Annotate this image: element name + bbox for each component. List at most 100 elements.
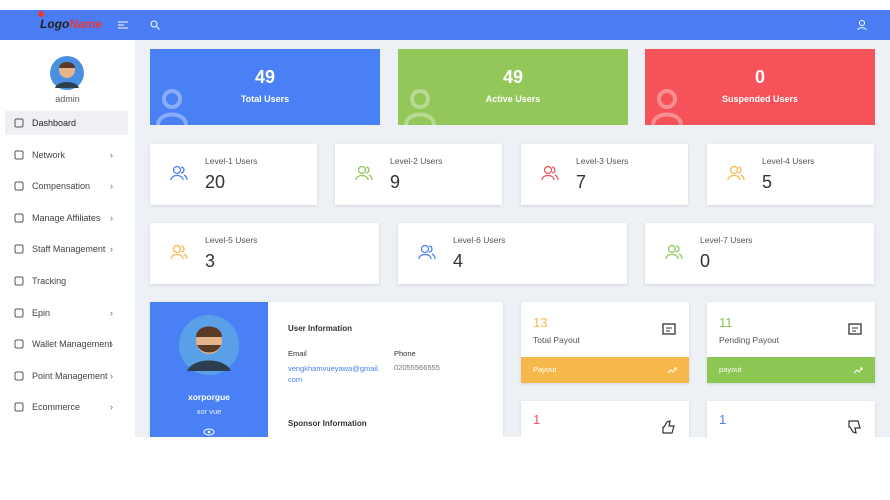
menu-icon [14, 339, 24, 349]
user-icon[interactable] [856, 19, 868, 31]
menu-icon [14, 244, 24, 254]
profile-side: xorporgue xor vue [150, 302, 268, 437]
level-card: Level-7 Users 0 [645, 223, 874, 284]
payout-icon [662, 323, 676, 335]
level-label: Level-4 Users [762, 156, 815, 166]
sidebar: admin Dashboard Network › Compensation › Mana… [0, 40, 135, 437]
section-title: User Information [288, 324, 353, 333]
menu-item[interactable]: Tracking [5, 269, 128, 293]
level-value: 0 [700, 251, 711, 271]
app: LogoName admin Dashboard Network › Compensa… [0, 10, 890, 437]
menu-item[interactable]: Dashboard [5, 111, 128, 135]
trend-icon [667, 367, 677, 374]
field-label: Phone [394, 349, 416, 358]
level-value: 3 [205, 251, 216, 271]
payout-card: 13 Total Payout Payout [521, 302, 689, 383]
menu-icon [14, 371, 24, 381]
view-icon[interactable] [203, 427, 215, 437]
level-label: Level-6 Users [453, 235, 506, 245]
stat-bg-icon [156, 89, 188, 125]
menu-icon [14, 213, 24, 223]
level-value: 20 [205, 172, 226, 192]
menu-item[interactable]: Point Management › [5, 364, 128, 388]
logo-part: Logo [40, 17, 70, 31]
menu-label: Manage Affiliates [32, 212, 101, 223]
stat-value: 0 [754, 67, 765, 87]
admin-avatar [50, 56, 84, 90]
level-label: Level-2 Users [390, 156, 443, 166]
menu-item[interactable]: Epin › [5, 301, 128, 325]
stat-value: 49 [502, 67, 524, 87]
menu-icon [14, 308, 24, 318]
admin-name: admin [55, 94, 80, 104]
menu-item[interactable]: Staff Management › [5, 237, 128, 261]
stat-card: 49 Active Users [398, 49, 628, 125]
menu-label: Wallet Management [32, 339, 112, 350]
menu-item[interactable]: Ecommerce › [5, 395, 128, 419]
menu-label: Staff Management [32, 244, 106, 255]
level-icon [541, 165, 559, 181]
menu-label: Epin [32, 307, 51, 318]
profile-username: xor vue [196, 407, 222, 416]
payout-icon [848, 323, 862, 335]
level-icon [727, 165, 745, 181]
level-icon [170, 244, 188, 260]
level-value: 9 [390, 172, 401, 192]
logo[interactable]: LogoName [40, 17, 102, 31]
summary-value: 1 [533, 412, 541, 427]
level-card: Level-3 Users 7 [521, 144, 688, 205]
payout-footer-label: Payout [533, 365, 557, 374]
stat-label: Total Users [240, 94, 290, 104]
level-label: Level-3 Users [576, 156, 629, 166]
topbar: LogoName [0, 10, 890, 40]
payout-value: 13 [533, 315, 548, 330]
menu-item[interactable]: Network › [5, 143, 128, 167]
phone-value: 02055566555 [394, 363, 440, 372]
payout-label: Total Payout [533, 335, 580, 345]
menu-arrow: › [110, 212, 113, 223]
menu-arrow: › [110, 244, 113, 255]
payout-footer[interactable]: Payout [521, 357, 689, 383]
thumb-icon [848, 420, 861, 434]
stat-label: Suspended Users [721, 94, 799, 104]
menu-label: Point Management [32, 370, 108, 381]
menu-arrow: › [110, 339, 113, 350]
level-value: 7 [576, 172, 587, 192]
profile-avatar [179, 315, 239, 375]
menu-item[interactable]: Compensation › [5, 174, 128, 198]
payout-footer[interactable]: payout [707, 357, 875, 383]
menu-label: Tracking [32, 276, 67, 286]
menu-label: Network [32, 149, 66, 160]
stat-label: Active Users [485, 94, 541, 104]
level-card: Level-4 Users 5 [707, 144, 874, 205]
field-label: Email [288, 349, 307, 358]
logo-part: Name [69, 17, 103, 31]
menu-item[interactable]: Wallet Management › [5, 332, 128, 356]
menu-item[interactable]: Manage Affiliates › [5, 206, 128, 230]
menu-icon [14, 402, 24, 412]
summary-card: 1 [707, 401, 875, 437]
logo-dot [38, 11, 44, 17]
menu-icon [14, 276, 24, 286]
stat-card: 49 Total Users [150, 49, 380, 125]
menu-toggle[interactable] [117, 19, 129, 31]
payout-value: 11 [719, 315, 733, 330]
level-value: 5 [762, 172, 773, 192]
level-icon [170, 165, 188, 181]
email-value[interactable]: vengkhamvueyawa@gmail.com [288, 364, 380, 384]
section-title: Sponsor Information [288, 419, 367, 428]
search-icon[interactable] [149, 19, 161, 31]
menu-icon [14, 150, 24, 160]
trend-icon [853, 367, 863, 374]
profile-card: xorporgue xor vue User Information Email… [150, 302, 503, 437]
level-label: Level-1 Users [205, 156, 258, 166]
stat-value: 49 [254, 67, 276, 87]
level-card: Level-5 Users 3 [150, 223, 379, 284]
level-card: Level-6 Users 4 [398, 223, 627, 284]
menu-arrow: › [110, 181, 113, 192]
payout-footer-label: payout [719, 365, 742, 374]
summary-value: 1 [719, 412, 727, 427]
summary-card: 1 [521, 401, 689, 437]
menu-label: Ecommerce [32, 402, 81, 413]
